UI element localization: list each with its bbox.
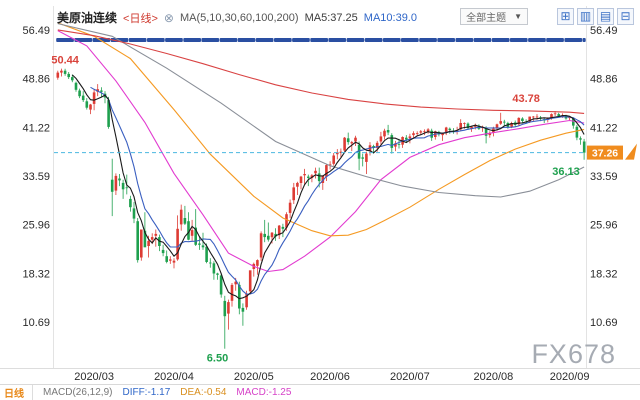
svg-text:37.26: 37.26 xyxy=(592,148,618,160)
svg-text:2020/03: 2020/03 xyxy=(74,371,114,383)
macd-diff-value: DIFF:-1.17 xyxy=(122,387,171,398)
svg-text:10.69: 10.69 xyxy=(22,317,50,329)
svg-text:18.32: 18.32 xyxy=(590,268,618,280)
period-tag: <日线> xyxy=(123,12,158,25)
svg-text:2020/09: 2020/09 xyxy=(550,371,590,383)
symbol-name[interactable]: 美原油连续 xyxy=(57,11,118,25)
last-price-line: 37.26 xyxy=(54,143,637,160)
macd-macd-value: MACD:-1.25 xyxy=(236,387,292,398)
grid-layout-icon[interactable]: ⊞ xyxy=(557,8,574,25)
ma-line-MA5 xyxy=(71,74,585,300)
chart-toolbar: 全部主题 ▼ ⊞ ▥ ▤ ⊟ xyxy=(460,8,634,25)
macd-dea-value: DEA:-0.54 xyxy=(180,387,227,398)
watermark: FX678 xyxy=(531,339,616,369)
candlestick-chart[interactable]: 56.49 56.49 48.86 48.86 41.22 41.22 33.59 33.59… xyxy=(0,0,640,384)
macd-label[interactable]: MACD(26,12,9) xyxy=(43,387,113,398)
single-view-icon[interactable]: ⊟ xyxy=(617,8,634,25)
svg-text:36.13: 36.13 xyxy=(552,166,580,178)
ma-settings-label: MA(5,10,30,60,100,200) xyxy=(179,11,299,24)
svg-text:50.44: 50.44 xyxy=(51,55,79,67)
chart-header: 美原油连续 <日线> ⊗ MA(5,10,30,60,100,200) MA5:… xyxy=(57,9,417,26)
theme-dropdown-label: 全部主题 xyxy=(466,13,507,24)
svg-text:43.78: 43.78 xyxy=(512,93,540,105)
chevron-down-icon: ▼ xyxy=(514,12,522,21)
theme-dropdown[interactable]: 全部主题 ▼ xyxy=(460,8,528,25)
indicator-bar: 日线 MACD(26,12,9) DIFF:-1.17 DEA:-0.54 MA… xyxy=(0,384,640,400)
ma-line-MA200 xyxy=(57,29,585,114)
svg-text:10.69: 10.69 xyxy=(590,317,618,329)
ma5-value: MA5:37.25 xyxy=(304,11,358,24)
ma-line-MA30 xyxy=(57,30,585,273)
svg-text:25.96: 25.96 xyxy=(22,220,50,232)
svg-text:33.59: 33.59 xyxy=(590,171,618,183)
close-icon[interactable]: ⊗ xyxy=(163,10,174,25)
ma-line-MA100 xyxy=(57,23,585,198)
svg-text:2020/07: 2020/07 xyxy=(390,371,430,383)
svg-text:41.22: 41.22 xyxy=(590,122,618,134)
ma-line-MA60 xyxy=(57,22,585,237)
svg-text:48.86: 48.86 xyxy=(22,74,50,86)
rows-layout-icon[interactable]: ▤ xyxy=(597,8,614,25)
svg-text:18.32: 18.32 xyxy=(22,268,50,280)
svg-text:2020/05: 2020/05 xyxy=(234,371,274,383)
svg-text:25.96: 25.96 xyxy=(590,220,618,232)
split-vertical-icon[interactable]: ▥ xyxy=(577,8,594,25)
latest-price-arrow-icon[interactable] xyxy=(625,143,637,160)
axes: 56.49 56.49 48.86 48.86 41.22 41.22 33.59 33.59… xyxy=(0,6,640,383)
svg-text:6.50: 6.50 xyxy=(207,353,228,365)
svg-text:56.49: 56.49 xyxy=(590,25,618,37)
svg-text:33.59: 33.59 xyxy=(22,171,50,183)
ma-line-MA10 xyxy=(90,86,585,295)
ma-lines xyxy=(57,22,585,300)
svg-text:2020/04: 2020/04 xyxy=(154,371,194,383)
svg-text:41.22: 41.22 xyxy=(22,122,50,134)
tab-daily[interactable]: 日线 xyxy=(4,385,33,400)
svg-text:2020/08: 2020/08 xyxy=(474,371,514,383)
price-annotations: 50.44 43.78 36.13 6.50 xyxy=(51,55,579,365)
svg-text:56.49: 56.49 xyxy=(22,25,50,37)
news-markers xyxy=(56,38,586,42)
svg-text:2020/06: 2020/06 xyxy=(310,371,350,383)
ma10-value: MA10:39.0 xyxy=(363,11,417,24)
svg-text:48.86: 48.86 xyxy=(590,74,618,86)
